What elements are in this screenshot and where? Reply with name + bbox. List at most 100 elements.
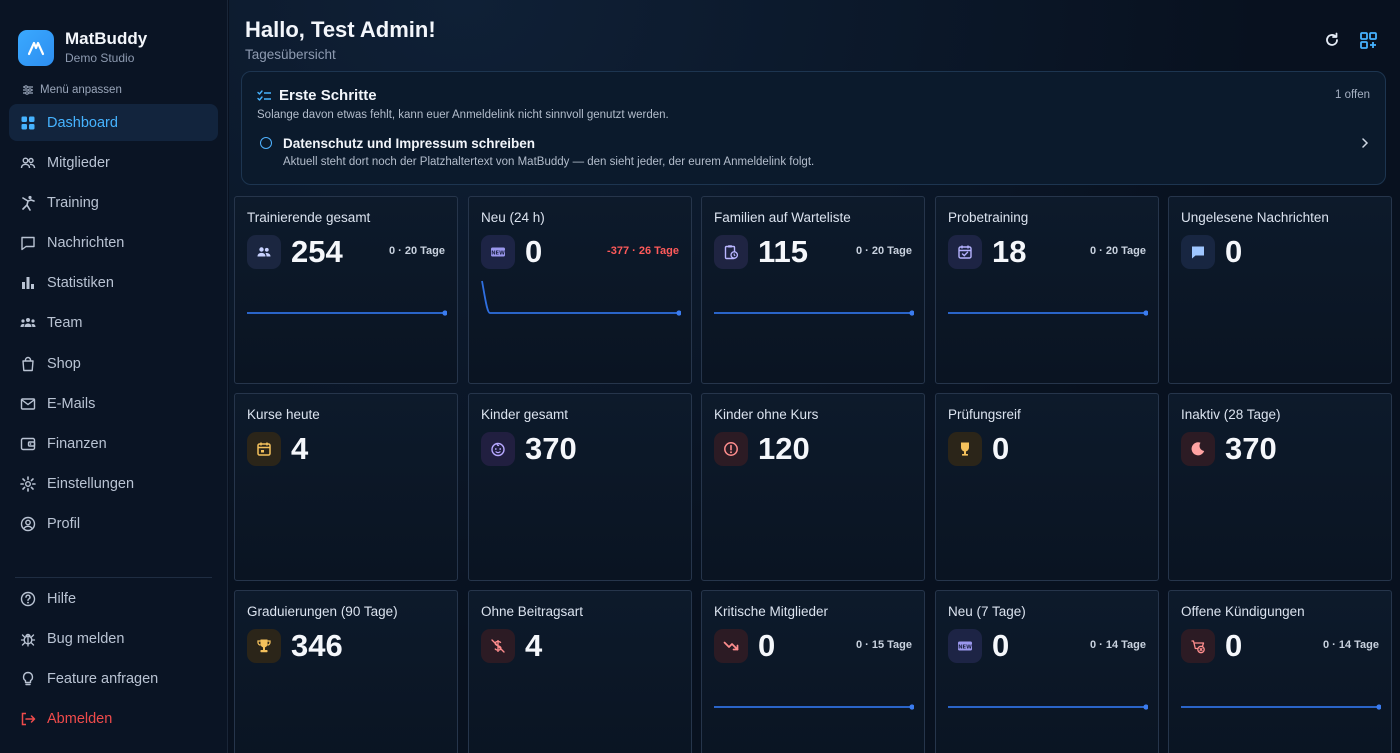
help-icon xyxy=(20,591,36,607)
sidebar-item-label: Shop xyxy=(47,355,81,372)
stat-card[interactable]: Familien auf Warteliste 115 0 · 20 Tage xyxy=(701,196,925,384)
stat-card-value: 115 xyxy=(758,234,809,269)
gear-icon xyxy=(20,476,36,492)
sidebar-item-label: Statistiken xyxy=(47,275,114,292)
sidebar-item-shop[interactable]: Shop xyxy=(9,345,218,382)
sidebar-item-einstellungen[interactable]: Einstellungen xyxy=(9,466,218,503)
stat-card-title: Probetraining xyxy=(948,210,1029,225)
sidebar-item-label: Finanzen xyxy=(47,436,107,452)
stat-card-title: Neu (7 Tage) xyxy=(948,604,1026,619)
task-title: Datenschutz und Impressum schreiben xyxy=(283,136,536,151)
stat-card[interactable]: Graduierungen (90 Tage) 346 xyxy=(234,590,458,753)
sidebar-item-label: Profil xyxy=(47,516,81,533)
stat-card[interactable]: Probetraining 18 0 · 20 Tage xyxy=(935,196,1159,384)
stat-card-title: Kurse heute xyxy=(247,407,320,422)
sparkline xyxy=(948,310,1148,316)
stat-card[interactable]: Offene Kündigungen 0 0 · 14 Tage xyxy=(1168,590,1392,753)
grid-icon xyxy=(20,115,36,131)
new-badge-icon: NEW xyxy=(481,235,515,269)
sidebar-item-e-mails[interactable]: E-Mails xyxy=(9,385,218,422)
sidebar-item-feature-anfragen[interactable]: Feature anfragen xyxy=(9,660,218,697)
onboarding-count: 1 offen xyxy=(1335,89,1370,101)
sparkline xyxy=(247,310,447,316)
sidebar: MatBuddy Demo Studio Menü anpassen Dashb… xyxy=(0,0,228,753)
stat-card-value: 0 xyxy=(992,431,1010,466)
people-icon xyxy=(247,235,281,269)
refresh-icon[interactable] xyxy=(1322,30,1342,50)
stat-card-trend: 0 · 20 Tage xyxy=(388,245,445,257)
stat-card[interactable]: Kinder ohne Kurs 120 xyxy=(701,393,925,581)
mail-icon xyxy=(20,396,36,412)
sidebar-item-statistiken[interactable]: Statistiken xyxy=(9,265,218,302)
stat-card[interactable]: Kritische Mitglieder 0 0 · 15 Tage xyxy=(701,590,925,753)
stat-card-trend: 0 · 20 Tage xyxy=(1089,245,1146,257)
onboarding-panel: Erste Schritte 1 offen Solange davon etw… xyxy=(241,71,1386,185)
stat-card-trend: 0 · 15 Tage xyxy=(855,639,912,651)
sparkline xyxy=(1181,704,1381,710)
sparkline-endpoint xyxy=(909,704,914,710)
sidebar-item-label: Nachrichten xyxy=(47,235,125,252)
bar-chart-icon xyxy=(20,275,36,291)
stat-card-value: 120 xyxy=(758,431,810,466)
stat-card-value: 346 xyxy=(291,628,343,663)
stat-card-title: Graduierungen (90 Tage) xyxy=(247,604,398,619)
sidebar-item-bug-melden[interactable]: Bug melden xyxy=(9,620,218,657)
sparkline-endpoint xyxy=(1143,310,1148,316)
sparkline-endpoint xyxy=(442,310,447,316)
sidebar-item-label: Abmelden xyxy=(47,711,113,728)
stat-card[interactable]: Kurse heute 4 xyxy=(234,393,458,581)
calendar-check-icon xyxy=(948,235,982,269)
stat-card[interactable]: Ungelesene Nachrichten 0 xyxy=(1168,196,1392,384)
clipboard-clock-icon xyxy=(714,235,748,269)
dashboard-layout-icon[interactable] xyxy=(1358,30,1378,50)
stat-card[interactable]: Inaktiv (28 Tage) 370 xyxy=(1168,393,1392,581)
sidebar-item-profil[interactable]: Profil xyxy=(9,506,218,543)
logo-icon xyxy=(18,29,54,66)
trophy-icon xyxy=(247,629,281,663)
trend-down-icon xyxy=(714,629,748,663)
stat-card-title: Ohne Beitragsart xyxy=(481,604,584,619)
stat-card-value: 370 xyxy=(525,431,577,466)
sidebar-item-dashboard[interactable]: Dashboard xyxy=(9,104,218,141)
team-icon xyxy=(20,315,36,331)
sidebar-item-training[interactable]: Training xyxy=(9,184,218,221)
stat-card-value: 18 xyxy=(992,234,1027,269)
sidebar-item-team[interactable]: Team xyxy=(9,305,218,342)
onboarding-description: Solange davon etwas fehlt, kann euer Anm… xyxy=(257,109,669,121)
sidebar-item-abmelden[interactable]: Abmelden xyxy=(9,701,218,738)
sparkline-endpoint xyxy=(676,310,681,316)
brand[interactable]: MatBuddy Demo Studio xyxy=(18,29,147,66)
stat-card[interactable]: Neu (24 h) NEW 0 -377 · 26 Tage xyxy=(468,196,692,384)
chevron-right-icon xyxy=(1362,138,1369,148)
stat-card-title: Prüfungsreif xyxy=(948,407,1021,422)
page-title: Hallo, Test Admin! xyxy=(245,17,436,42)
stat-card-value: 4 xyxy=(291,431,309,466)
onboarding-title: Erste Schritte xyxy=(279,87,377,104)
stat-card-title: Inaktiv (28 Tage) xyxy=(1181,407,1281,422)
sidebar-item-finanzen[interactable]: Finanzen xyxy=(9,426,218,463)
nav-divider xyxy=(15,577,212,578)
main-content: Hallo, Test Admin! Tagesübersicht Erste … xyxy=(229,0,1400,753)
secondary-nav: Hilfe Bug melden Feature anfragen Abmelden xyxy=(9,580,218,741)
brand-name: MatBuddy xyxy=(65,29,148,48)
stat-card[interactable]: Prüfungsreif 0 xyxy=(935,393,1159,581)
stat-card[interactable]: Kinder gesamt 370 xyxy=(468,393,692,581)
sliders-icon xyxy=(23,85,33,95)
page-subtitle: Tagesübersicht xyxy=(245,47,336,62)
stat-card-value: 0 xyxy=(525,234,543,269)
sidebar-item-hilfe[interactable]: Hilfe xyxy=(9,580,218,617)
sidebar-item-mitglieder[interactable]: Mitglieder xyxy=(9,144,218,181)
stat-card[interactable]: Trainierende gesamt 254 0 · 20 Tage xyxy=(234,196,458,384)
stat-card[interactable]: Ohne Beitragsart 4 xyxy=(468,590,692,753)
menu-customize-button[interactable]: Menü anpassen xyxy=(22,84,122,96)
stat-card-value: 370 xyxy=(1225,431,1277,466)
stat-card-trend: 0 · 14 Tage xyxy=(1089,639,1146,651)
sidebar-item-nachrichten[interactable]: Nachrichten xyxy=(9,225,218,262)
stat-card[interactable]: Neu (7 Tage) NEW 0 0 · 14 Tage xyxy=(935,590,1159,753)
chat-icon xyxy=(20,235,36,251)
stat-card-value: 0 xyxy=(758,628,776,663)
alert-circle-icon xyxy=(714,432,748,466)
sparkline-endpoint xyxy=(1143,704,1148,710)
stat-card-trend: -377 · 26 Tage xyxy=(607,245,679,257)
main-nav: Dashboard Mitglieder Training Nachrichten St… xyxy=(9,104,218,546)
